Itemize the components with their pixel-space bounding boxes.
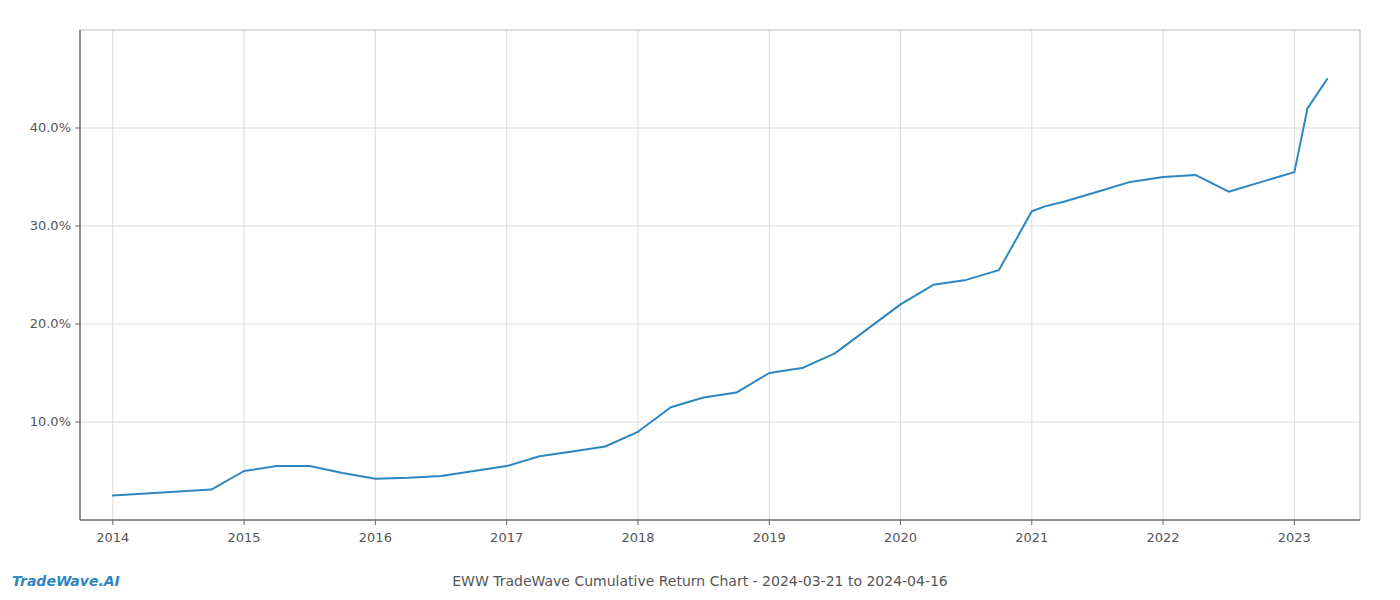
y-grid-line [80, 128, 1360, 129]
x-grid-line [244, 30, 245, 520]
x-tick-label: 2018 [621, 530, 654, 545]
x-tick-label: 2023 [1278, 530, 1311, 545]
tick-labels: 10.0% 20.0% 30.0% 40.0% 2014 2015 2016 2017 2018… [30, 120, 1311, 545]
x-grid-line [1294, 30, 1295, 520]
x-tick [244, 520, 245, 525]
x-axis-line [80, 520, 1360, 521]
x-tick [375, 520, 376, 525]
x-grid-line [375, 30, 376, 520]
x-tick [769, 520, 770, 525]
x-tick-label: 2021 [1015, 530, 1048, 545]
plot-frame [80, 30, 1360, 520]
x-tick-label: 2020 [884, 530, 917, 545]
x-tick-label: 2022 [1147, 530, 1180, 545]
x-tick-label: 2015 [228, 530, 261, 545]
grid [80, 30, 1360, 520]
y-grid-line [80, 324, 1360, 325]
x-tick [1294, 520, 1295, 525]
y-grid-line [80, 422, 1360, 423]
x-tick-label: 2016 [359, 530, 392, 545]
x-grid-line [637, 30, 638, 520]
y-tick [75, 226, 80, 227]
x-grid-line [506, 30, 507, 520]
y-tick [75, 422, 80, 423]
y-tick [75, 128, 80, 129]
x-tick [900, 520, 901, 525]
x-tick [1031, 520, 1032, 525]
y-axis-line [80, 30, 81, 520]
x-tick-label: 2019 [753, 530, 786, 545]
x-tick [637, 520, 638, 525]
y-tick [75, 324, 80, 325]
y-grid-line [80, 226, 1360, 227]
line [113, 79, 1327, 496]
title: EWW TradeWave Cumulative Return Chart - … [452, 573, 948, 589]
x-tick-label: 2014 [96, 530, 129, 545]
x-grid-line [769, 30, 770, 520]
y-tick-label: 40.0% [30, 120, 71, 135]
x-grid-line [1031, 30, 1032, 520]
x-grid-line [1163, 30, 1164, 520]
x-tick [506, 520, 507, 525]
x-tick [112, 520, 113, 525]
y-tick-label: 30.0% [30, 218, 71, 233]
x-tick-label: 2017 [490, 530, 523, 545]
y-tick-label: 10.0% [30, 414, 71, 429]
series [113, 79, 1327, 496]
x-grid-line [900, 30, 901, 520]
y-tick-label: 20.0% [30, 316, 71, 331]
chart: 10.0% 20.0% 30.0% 40.0% 2014 2015 2016 2017 2018… [0, 0, 1400, 600]
watermark: TradeWave.AI [12, 573, 120, 589]
x-tick [1163, 520, 1164, 525]
x-grid-line [112, 30, 113, 520]
